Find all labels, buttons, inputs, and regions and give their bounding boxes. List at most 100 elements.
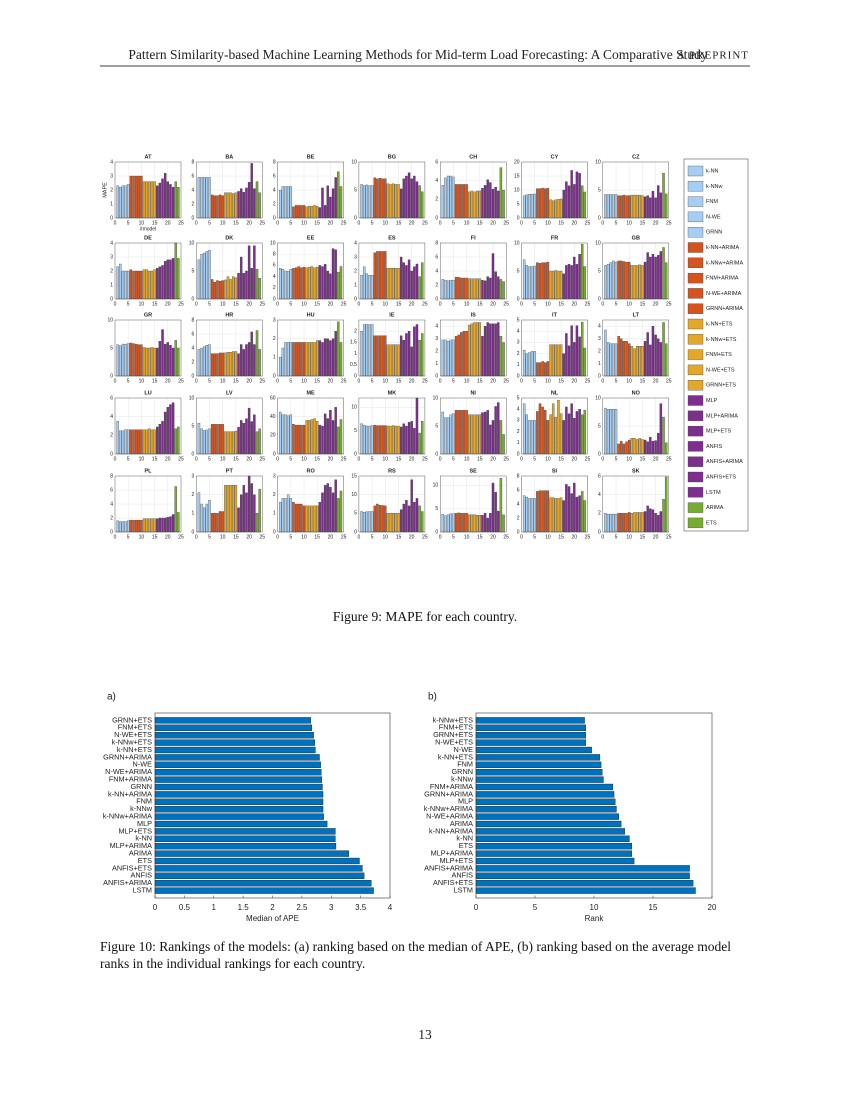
bar: [475, 278, 479, 300]
category-label: GRNN: [131, 782, 153, 791]
bar: [174, 181, 177, 219]
bar: [142, 269, 146, 300]
bar: [551, 403, 555, 455]
x-tick-label: 25: [585, 456, 591, 462]
bar: [460, 410, 463, 455]
bar: [124, 521, 127, 533]
x-tick-label: 10: [383, 534, 389, 540]
bar: [525, 414, 528, 455]
bar: [578, 336, 581, 377]
bar: [604, 407, 607, 455]
bar: [544, 410, 547, 455]
x-tick-label: 15: [396, 301, 402, 307]
bar: [234, 351, 238, 377]
legend-swatch: [687, 211, 704, 223]
y-tick-label: 6: [273, 173, 276, 179]
bar: [620, 260, 623, 300]
bar: [659, 511, 663, 533]
x-tick-label: 20: [246, 534, 252, 540]
x-tick-label: 0: [195, 220, 198, 226]
bar: [452, 176, 455, 219]
bar: [156, 185, 159, 219]
bar: [465, 277, 468, 300]
bar: [646, 505, 649, 533]
bar: [538, 188, 542, 219]
bar: [407, 172, 411, 219]
legend-label: GRNN+ETS: [706, 383, 736, 389]
x-tick-label: 0: [153, 903, 158, 912]
bar: [612, 409, 615, 455]
category-label: LSTM: [454, 886, 473, 895]
bar: [161, 178, 164, 219]
x-tick-label: 20: [328, 301, 334, 307]
bar: [318, 340, 322, 377]
bar: [475, 322, 479, 377]
bar: [497, 322, 500, 377]
bar: [145, 347, 148, 377]
bar: [530, 266, 534, 300]
x-tick-label: 0: [114, 378, 117, 384]
bar: [154, 828, 336, 835]
bar: [625, 441, 628, 455]
y-tick-label: 2: [517, 429, 520, 435]
bar: [119, 521, 122, 533]
bar: [150, 518, 154, 533]
bar: [627, 512, 631, 533]
bar: [559, 413, 563, 455]
bar: [544, 362, 547, 377]
bar: [659, 251, 663, 300]
bar: [449, 279, 452, 300]
bar: [460, 513, 463, 533]
bar: [399, 188, 403, 219]
bar: [329, 273, 332, 300]
bar: [617, 443, 620, 455]
bar: [224, 279, 227, 300]
bar: [583, 410, 587, 455]
bar: [457, 184, 460, 219]
bar: [475, 872, 690, 879]
plot-frame: [277, 397, 344, 455]
bar: [612, 260, 615, 300]
bar: [627, 439, 631, 455]
y-tick-label: 3: [435, 336, 438, 342]
bar: [226, 485, 230, 533]
bar: [313, 342, 316, 377]
bar: [559, 198, 563, 219]
x-tick-label: 5: [208, 220, 211, 226]
bar: [486, 179, 489, 219]
bar: [654, 197, 657, 219]
x-axis-label: Rank: [585, 914, 605, 923]
bar: [318, 501, 322, 533]
bar: [177, 512, 180, 533]
x-tick-label: 0: [601, 378, 604, 384]
bar: [286, 494, 290, 533]
bar: [329, 340, 332, 377]
x-tick-label: 0: [195, 378, 198, 384]
bar: [218, 352, 222, 377]
bar: [635, 345, 639, 377]
bar: [538, 263, 542, 300]
x-tick-label: 25: [503, 301, 509, 307]
bar: [158, 182, 162, 219]
bar: [221, 352, 224, 377]
bar: [659, 342, 663, 377]
bar: [365, 273, 369, 300]
bar: [208, 428, 211, 455]
bar: [242, 273, 246, 300]
bar: [373, 335, 376, 377]
bar: [153, 518, 156, 533]
y-tick-label: 1: [192, 511, 195, 517]
bar: [549, 270, 552, 300]
bar: [478, 515, 482, 533]
bar: [454, 410, 458, 455]
chart-title: DE: [144, 235, 152, 241]
bar: [551, 497, 555, 533]
x-tick-label: 25: [341, 534, 347, 540]
category-label: FNM+ARIMA: [109, 775, 152, 784]
bar: [368, 275, 371, 300]
x-tick-label: 5: [615, 220, 618, 226]
x-tick-label: 10: [626, 534, 632, 540]
bar: [643, 439, 647, 455]
bar: [583, 191, 587, 219]
bar: [279, 501, 282, 533]
